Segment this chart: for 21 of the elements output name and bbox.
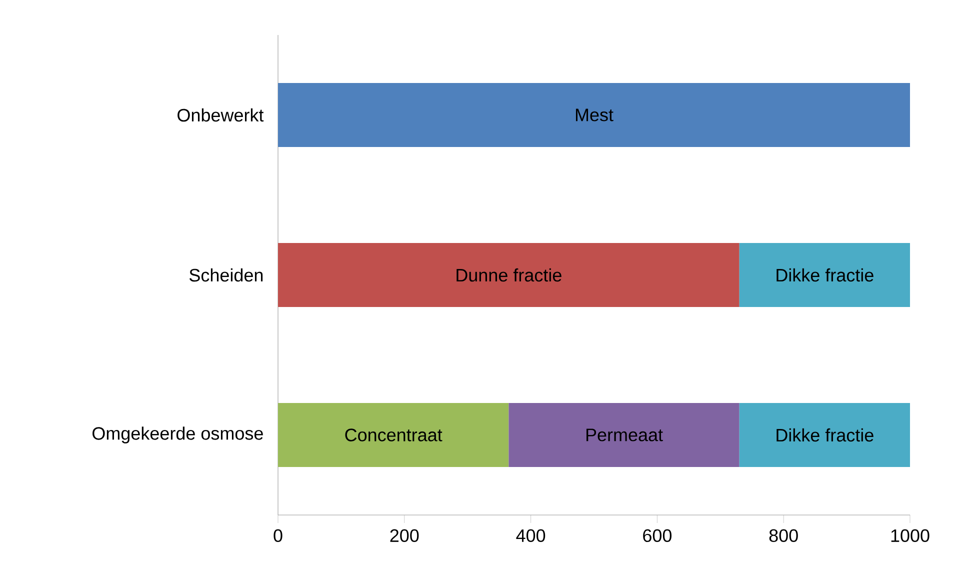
bar: [278, 242, 740, 307]
bar: [739, 242, 910, 307]
bar: [278, 82, 910, 147]
series-label: Mest: [576, 108, 614, 122]
y-tick-label: Scheiden: [190, 268, 263, 282]
series-label: Dunne fractie: [456, 268, 562, 282]
x-tick-label: 600: [643, 529, 672, 542]
bar: [508, 402, 740, 467]
text: Dikke fractie: [776, 428, 874, 442]
x-tick-label: 400: [516, 529, 546, 542]
y-tick-label: Omgekeerde osmose: [92, 426, 263, 444]
x-tick-label: 800: [769, 529, 798, 542]
series-label: Concentraat: [345, 428, 442, 442]
series-label: Dikke fractie: [776, 268, 874, 282]
bar: [278, 402, 509, 467]
y-tick-label: Onbewerkt: [178, 108, 264, 122]
bar: [739, 402, 910, 467]
series-label: Permeaat: [586, 428, 663, 442]
x-tick-label: 1000: [891, 529, 930, 542]
x-tick-label: 200: [390, 529, 419, 542]
x-tick-label: 0: [274, 529, 282, 542]
